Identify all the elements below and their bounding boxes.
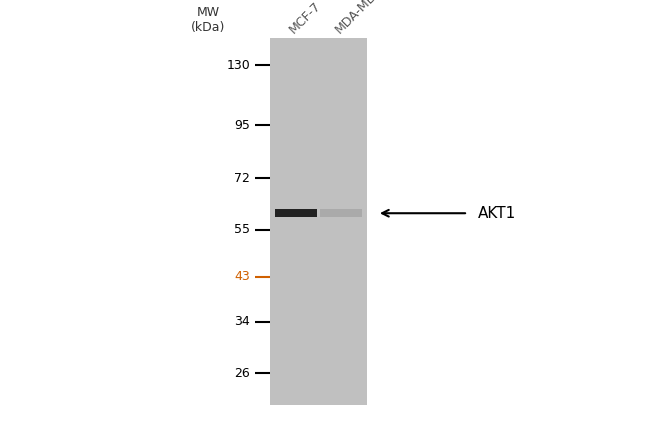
- Bar: [274, 209, 317, 217]
- Text: MCF-7: MCF-7: [287, 0, 323, 36]
- Text: AKT1: AKT1: [478, 206, 516, 221]
- Text: 43: 43: [235, 271, 250, 284]
- Text: 55: 55: [234, 223, 250, 236]
- Text: 95: 95: [235, 119, 250, 132]
- Text: 34: 34: [235, 315, 250, 328]
- Bar: [270, 38, 367, 405]
- Text: 130: 130: [226, 59, 250, 72]
- Text: MDA-MB-231: MDA-MB-231: [332, 0, 398, 36]
- Text: 26: 26: [235, 367, 250, 380]
- Text: 72: 72: [235, 172, 250, 185]
- Text: MW
(kDa): MW (kDa): [191, 6, 225, 34]
- Bar: [320, 209, 362, 217]
